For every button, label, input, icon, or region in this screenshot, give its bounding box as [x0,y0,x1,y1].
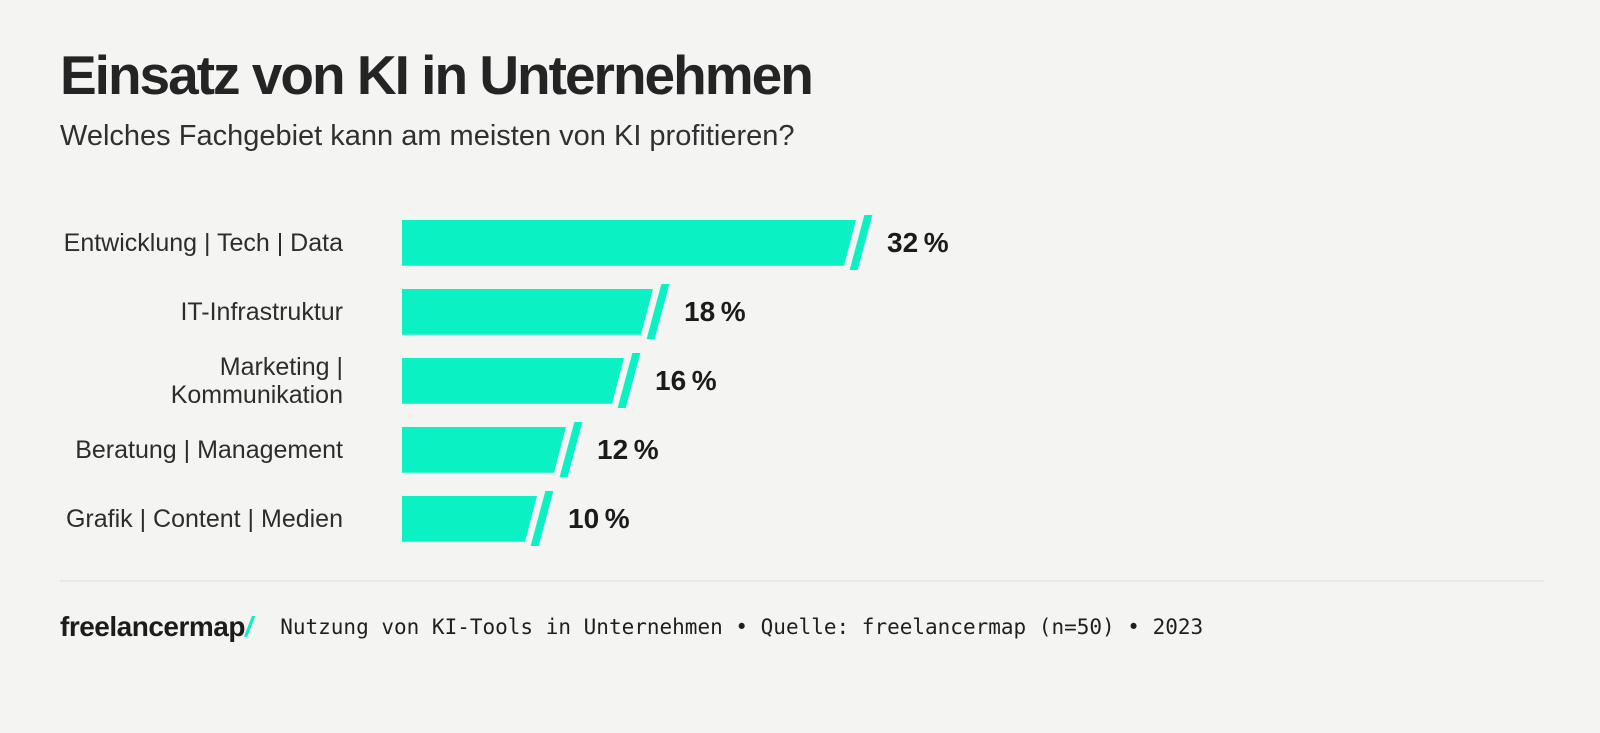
chart-row: IT-Infrastruktur 18 % [60,284,1540,340]
footer: freelancermap/ Nutzung von KI-Tools in U… [60,611,1540,643]
category-label: Grafik | Content | Medien [65,504,343,533]
logo-slash-icon: / [244,610,253,642]
chart-row: Grafik | Content | Medien 10 % [60,491,1540,547]
category-label: Marketing | Kommunikation [170,352,343,409]
logo-text: freelancermap [60,610,245,642]
value-label: 18 % [684,295,746,327]
bar-marketing-kommunikation [402,358,624,404]
value-label: 32 % [887,226,949,258]
footer-divider [60,579,1544,582]
bar-beratung-management [402,427,566,473]
bar-chart: Entwicklung | Tech | Data 32 % IT-Infras… [60,215,1540,547]
chart-row: Marketing | Kommunikation 16 % [60,353,1540,409]
chart-row: Beratung | Management 12 % [60,422,1540,478]
category-label: Entwicklung | Tech | Data [63,228,343,257]
page-subtitle: Welches Fachgebiet kann am meisten von K… [60,120,795,152]
value-label: 10 % [568,502,630,534]
value-label: 16 % [655,364,717,396]
category-label: Beratung | Management [75,435,343,464]
bar-entwicklung-tech-data [402,220,856,266]
category-label: IT-Infrastruktur [180,297,343,326]
page-title: Einsatz von KI in Unternehmen [60,44,814,106]
chart-row: Entwicklung | Tech | Data 32 % [60,215,1540,271]
source-caption: Nutzung von KI-Tools in Unternehmen • Qu… [280,614,1204,639]
freelancermap-logo: freelancermap/ [60,610,253,643]
bar-grafik-content-medien [402,496,537,542]
bar-it-infrastruktur [402,289,653,335]
value-label: 12 % [597,433,659,465]
